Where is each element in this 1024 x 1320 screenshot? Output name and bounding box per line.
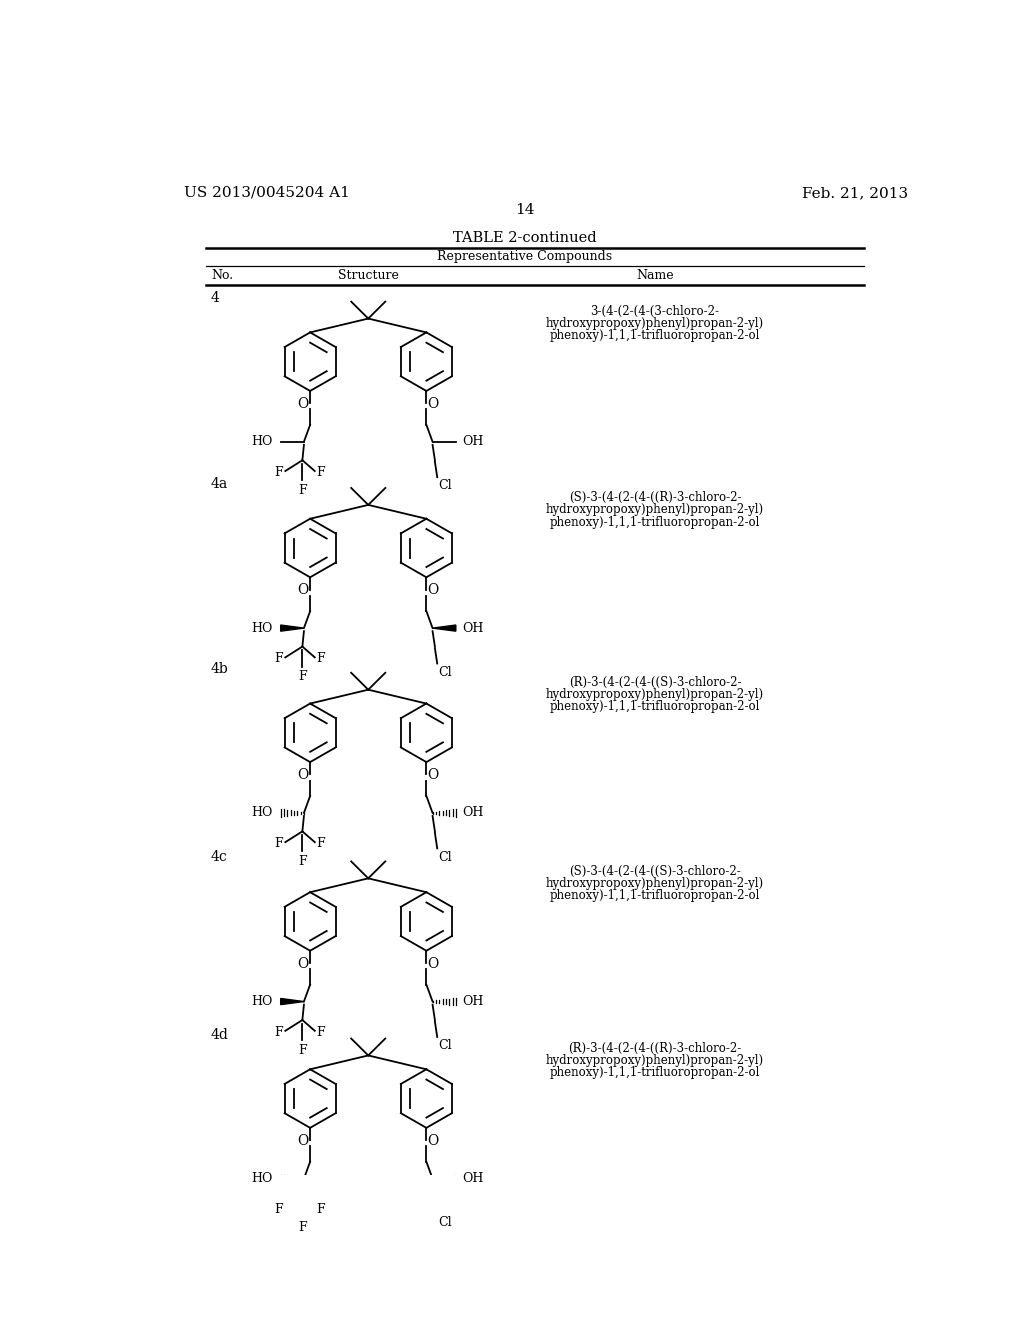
Text: HO: HO [252, 807, 273, 820]
Polygon shape [432, 626, 456, 631]
Text: 4a: 4a [211, 477, 228, 491]
Text: F: F [316, 1203, 325, 1216]
Text: O: O [298, 768, 309, 783]
Text: 14: 14 [515, 203, 535, 216]
Text: O: O [428, 397, 439, 411]
Text: (R)-3-(4-(2-(4-((S)-3-chloro-2-: (R)-3-(4-(2-(4-((S)-3-chloro-2- [568, 676, 741, 689]
Text: OH: OH [462, 1172, 483, 1185]
Text: 4: 4 [211, 290, 220, 305]
Text: O: O [298, 957, 309, 970]
Text: O: O [298, 1134, 309, 1148]
Text: (S)-3-(4-(2-(4-((R)-3-chloro-2-: (S)-3-(4-(2-(4-((R)-3-chloro-2- [568, 491, 741, 504]
Text: O: O [298, 583, 309, 598]
Text: HO: HO [252, 622, 273, 635]
Text: Cl: Cl [438, 479, 452, 492]
Text: F: F [274, 837, 283, 850]
Text: OH: OH [462, 436, 483, 449]
Text: 3-(4-(2-(4-(3-chloro-2-: 3-(4-(2-(4-(3-chloro-2- [591, 305, 720, 318]
Text: O: O [428, 1134, 439, 1148]
Text: F: F [274, 1203, 283, 1216]
Text: Feb. 21, 2013: Feb. 21, 2013 [802, 186, 908, 199]
Text: hydroxypropoxy)phenyl)propan-2-yl): hydroxypropoxy)phenyl)propan-2-yl) [546, 876, 764, 890]
Text: O: O [428, 768, 439, 783]
Text: F: F [298, 855, 306, 869]
Text: 4d: 4d [211, 1027, 228, 1041]
Text: hydroxypropoxy)phenyl)propan-2-yl): hydroxypropoxy)phenyl)propan-2-yl) [546, 317, 764, 330]
Text: US 2013/0045204 A1: US 2013/0045204 A1 [183, 186, 349, 199]
Text: F: F [316, 837, 325, 850]
Text: Cl: Cl [438, 665, 452, 678]
Text: phenoxy)-1,1,1-trifluoropropan-2-ol: phenoxy)-1,1,1-trifluoropropan-2-ol [550, 516, 760, 529]
Text: phenoxy)-1,1,1-trifluoropropan-2-ol: phenoxy)-1,1,1-trifluoropropan-2-ol [550, 330, 760, 342]
Text: TABLE 2-continued: TABLE 2-continued [453, 231, 597, 244]
Text: F: F [316, 466, 325, 479]
Text: Cl: Cl [438, 1039, 452, 1052]
Text: phenoxy)-1,1,1-trifluoropropan-2-ol: phenoxy)-1,1,1-trifluoropropan-2-ol [550, 1067, 760, 1080]
Text: (R)-3-(4-(2-(4-((R)-3-chloro-2-: (R)-3-(4-(2-(4-((R)-3-chloro-2- [568, 1041, 741, 1055]
Text: phenoxy)-1,1,1-trifluoropropan-2-ol: phenoxy)-1,1,1-trifluoropropan-2-ol [550, 701, 760, 714]
Text: Cl: Cl [438, 1217, 452, 1229]
Polygon shape [281, 998, 304, 1005]
Polygon shape [432, 1176, 456, 1181]
Text: F: F [298, 1044, 306, 1057]
Text: F: F [298, 671, 306, 684]
Text: Representative Compounds: Representative Compounds [437, 249, 612, 263]
Text: Cl: Cl [438, 850, 452, 863]
Text: (S)-3-(4-(2-(4-((S)-3-chloro-2-: (S)-3-(4-(2-(4-((S)-3-chloro-2- [569, 865, 741, 878]
Polygon shape [281, 626, 304, 631]
Text: OH: OH [462, 622, 483, 635]
Text: No.: No. [211, 269, 233, 282]
Text: hydroxypropoxy)phenyl)propan-2-yl): hydroxypropoxy)phenyl)propan-2-yl) [546, 688, 764, 701]
Text: phenoxy)-1,1,1-trifluoropropan-2-ol: phenoxy)-1,1,1-trifluoropropan-2-ol [550, 890, 760, 902]
Text: OH: OH [462, 995, 483, 1008]
Text: HO: HO [252, 995, 273, 1008]
Text: F: F [316, 1026, 325, 1039]
Text: F: F [298, 1221, 306, 1234]
Text: hydroxypropoxy)phenyl)propan-2-yl): hydroxypropoxy)phenyl)propan-2-yl) [546, 1053, 764, 1067]
Text: hydroxypropoxy)phenyl)propan-2-yl): hydroxypropoxy)phenyl)propan-2-yl) [546, 503, 764, 516]
Text: OH: OH [462, 807, 483, 820]
Text: O: O [298, 397, 309, 411]
Text: F: F [298, 484, 306, 498]
Text: F: F [316, 652, 325, 665]
Text: HO: HO [252, 1172, 273, 1185]
Text: Name: Name [636, 269, 674, 282]
Text: F: F [274, 466, 283, 479]
Text: F: F [274, 1026, 283, 1039]
Text: 4b: 4b [211, 661, 228, 676]
Text: Structure: Structure [338, 269, 398, 282]
Text: HO: HO [252, 436, 273, 449]
Text: F: F [274, 652, 283, 665]
Text: 4c: 4c [211, 850, 227, 865]
Text: O: O [428, 583, 439, 598]
Text: O: O [428, 957, 439, 970]
